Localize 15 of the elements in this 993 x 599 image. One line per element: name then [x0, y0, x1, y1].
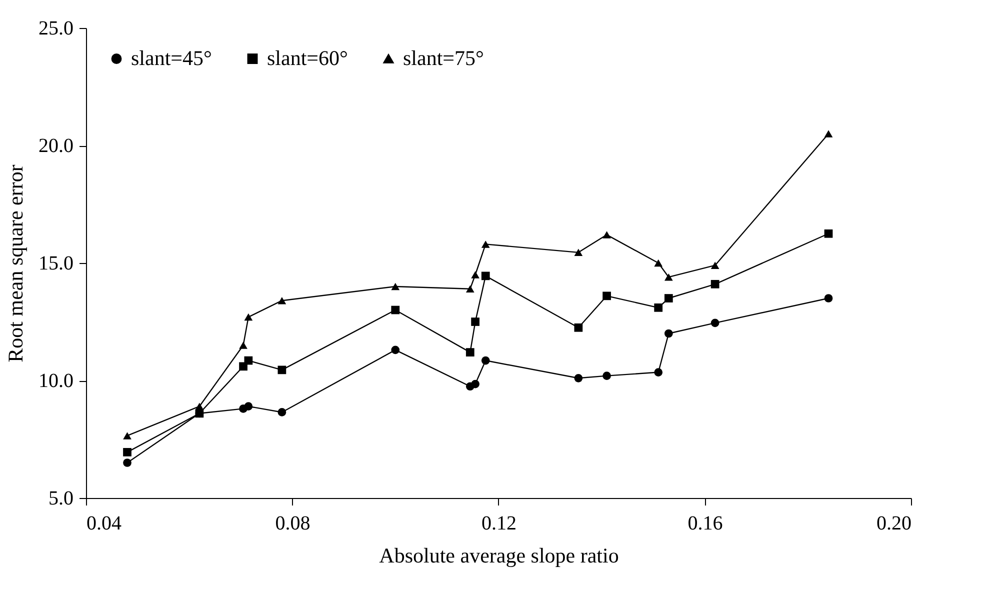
legend-label: slant=60° [267, 46, 348, 70]
x-axis-title: Absolute average slope ratio [379, 544, 619, 568]
x-tick-label: 0.20 [876, 512, 912, 534]
y-tick-label: 20.0 [38, 135, 74, 157]
y-tick-label: 5.0 [48, 488, 74, 510]
y-tick-label: 10.0 [38, 370, 74, 392]
x-tick-label: 0.08 [275, 512, 310, 534]
x-tick-label: 0.12 [482, 512, 516, 534]
x-tick-label: 0.04 [86, 512, 122, 534]
legend-label: slant=75° [403, 46, 484, 70]
y-tick-label: 25.0 [38, 18, 74, 40]
x-tick-label: 0.16 [688, 512, 723, 534]
y-tick-label: 15.0 [38, 252, 74, 274]
legend-label: slant=45° [131, 46, 212, 70]
y-axis-title: Root mean square error [4, 164, 28, 362]
